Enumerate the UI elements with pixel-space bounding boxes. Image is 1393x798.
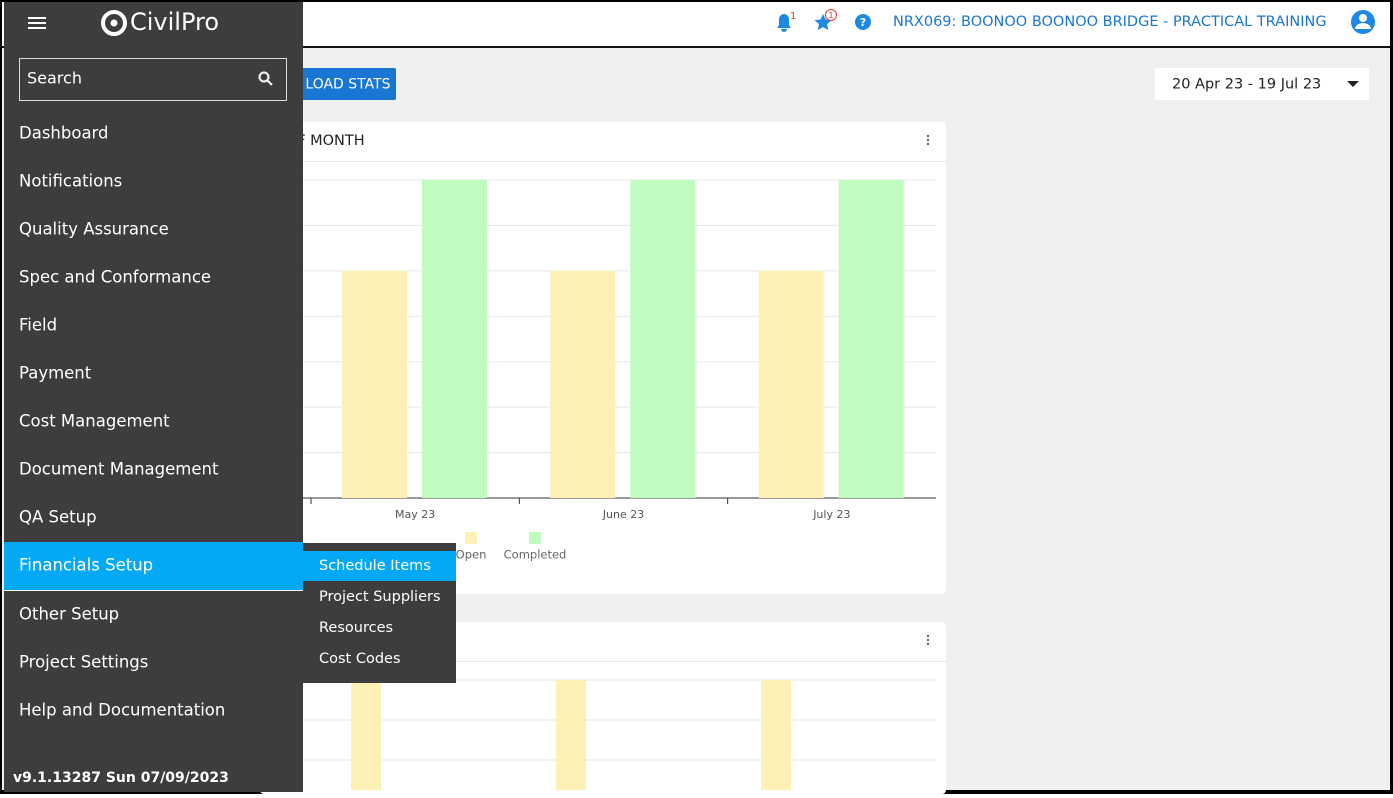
menu-item[interactable]: Quality Assurance <box>19 220 169 239</box>
legend-swatch <box>465 532 477 544</box>
project-name[interactable]: NRX069: BOONOO BOONOO BRIDGE - PRACTICAL… <box>893 14 1327 30</box>
menu-item[interactable]: Document Management <box>19 460 219 479</box>
top-bar-border <box>2 46 1390 48</box>
load-stats-label: LOAD STATS <box>305 77 390 93</box>
submenu-item[interactable]: Project Suppliers <box>319 589 441 605</box>
menu-item[interactable]: Field <box>19 316 57 335</box>
date-range-select[interactable] <box>1155 68 1369 100</box>
bar <box>758 270 824 498</box>
user-icon-head <box>1359 14 1367 22</box>
menu-item[interactable]: Cost Management <box>19 412 170 431</box>
card-divider <box>260 161 946 162</box>
menu-item[interactable]: Payment <box>19 364 92 383</box>
search-placeholder: Search <box>27 69 82 88</box>
submenu-item[interactable]: Schedule Items <box>319 558 431 574</box>
logo-mark <box>101 10 127 36</box>
menu-item[interactable]: Spec and Conformance <box>19 268 211 287</box>
menu-item[interactable]: Other Setup <box>19 605 119 624</box>
bar <box>422 180 487 498</box>
menu: Dashboard Notifications Quality Assurance S… <box>4 124 303 720</box>
legend-swatch <box>529 532 541 544</box>
favorite-badge-circle <box>825 9 837 21</box>
notification-badge: 1 <box>790 11 796 22</box>
menu-highlight-border <box>4 590 303 591</box>
legend-label: Completed <box>504 548 567 562</box>
x-tick-label: May 23 <box>395 508 435 521</box>
submenu-item[interactable]: Resources <box>319 620 393 636</box>
dropdown-caret <box>1347 81 1359 87</box>
menu-item[interactable]: Notifications <box>19 172 122 191</box>
card-divider <box>260 661 946 662</box>
x-tick-label: July 23 <box>812 508 850 521</box>
help-icon[interactable] <box>855 14 871 30</box>
x-tick-label: June 23 <box>602 508 644 521</box>
bell-icon[interactable] <box>777 14 791 32</box>
submenu-items: Schedule Items Project Suppliers Resources… <box>303 551 456 667</box>
card-menu-icon[interactable] <box>926 134 930 146</box>
submenu-item[interactable]: Cost Codes <box>319 651 401 667</box>
menu-highlight <box>4 542 303 590</box>
bar <box>342 270 407 498</box>
user-icon-body <box>1355 23 1371 29</box>
logo-text: CivilPro <box>130 8 219 36</box>
date-range-label: 20 Apr 23 - 19 Jul 23 <box>1172 77 1321 93</box>
menu-item[interactable]: Help and Documentation <box>19 701 225 720</box>
logo-mark-dot <box>110 19 118 27</box>
chart-2-bars <box>351 680 791 790</box>
menu-item[interactable]: QA Setup <box>19 508 97 527</box>
search-icon <box>258 71 270 83</box>
card-menu-icon[interactable] <box>926 634 930 646</box>
favorite-badge: 1 <box>828 11 833 20</box>
menu-item[interactable]: Financials Setup <box>19 556 153 575</box>
bar <box>838 180 904 498</box>
version: v9.1.13287 Sun 07/09/2023 <box>13 770 229 786</box>
chart: May 23 June 23 July 23 Open Completed <box>270 179 936 562</box>
legend-label: Open <box>456 548 487 562</box>
help-icon-glyph: ? <box>860 16 866 29</box>
submenu-highlight <box>303 551 456 581</box>
menu-item[interactable]: Project Settings <box>19 653 148 672</box>
search-icon-handle <box>266 79 273 86</box>
bar <box>550 270 616 498</box>
hamburger-icon[interactable] <box>28 17 46 29</box>
favorites-icon[interactable] <box>814 14 832 31</box>
bar <box>630 180 696 498</box>
menu-item[interactable]: Dashboard <box>19 124 109 143</box>
search-box[interactable] <box>19 58 287 101</box>
sidebar <box>4 2 303 792</box>
